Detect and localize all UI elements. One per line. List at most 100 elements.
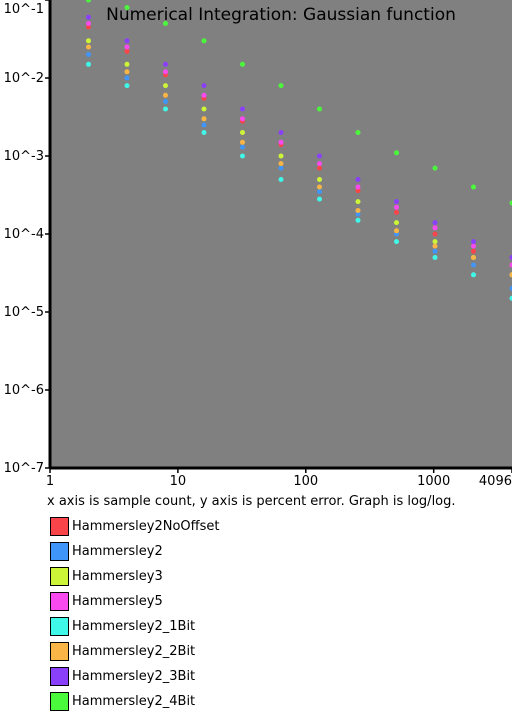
- legend-item: Hammersley2_3Bit: [50, 664, 220, 689]
- data-point: [163, 99, 168, 104]
- data-point: [202, 38, 207, 43]
- chart-caption: x axis is sample count, y axis is percen…: [47, 494, 456, 509]
- data-point: [240, 154, 245, 159]
- y-tick-label: 10^-4: [4, 227, 44, 242]
- data-point: [125, 69, 130, 74]
- data-point: [356, 185, 361, 190]
- data-point: [471, 272, 476, 277]
- data-point: [433, 249, 438, 254]
- data-point: [394, 220, 399, 225]
- data-point: [394, 210, 399, 215]
- data-point: [471, 239, 476, 244]
- x-tick-label: 4096: [479, 474, 512, 489]
- data-point: [394, 228, 399, 233]
- data-point: [86, 38, 91, 43]
- legend-swatch: [50, 517, 69, 536]
- legend-swatch: [50, 592, 69, 611]
- plot-area: [50, 0, 512, 468]
- data-point: [471, 185, 476, 190]
- data-point: [240, 116, 245, 121]
- data-point: [279, 130, 284, 135]
- legend: Hammersley2NoOffset Hammersley2 Hammersley…: [50, 514, 220, 714]
- legend-label: Hammersley2NoOffset: [72, 519, 220, 534]
- legend-label: Hammersley2_2Bit: [72, 644, 195, 659]
- data-point: [202, 93, 207, 98]
- data-point: [202, 130, 207, 135]
- data-point: [433, 232, 438, 237]
- data-point: [394, 239, 399, 244]
- data-point: [202, 83, 207, 88]
- data-point: [125, 45, 130, 50]
- data-point: [433, 255, 438, 260]
- x-tick-label: 100: [293, 474, 318, 489]
- y-tick-label: 10^-6: [4, 383, 44, 398]
- data-point: [394, 150, 399, 155]
- data-point: [86, 62, 91, 67]
- x-tick-label: 10: [170, 474, 187, 489]
- legend-item: Hammersley2_2Bit: [50, 639, 220, 664]
- data-point: [394, 199, 399, 204]
- legend-swatch: [50, 642, 69, 661]
- data-point: [317, 185, 322, 190]
- data-point: [356, 130, 361, 135]
- legend-swatch: [50, 567, 69, 586]
- data-point: [317, 154, 322, 159]
- data-point: [317, 189, 322, 194]
- data-point: [163, 62, 168, 67]
- legend-label: Hammersley2: [72, 544, 163, 559]
- data-point: [317, 161, 322, 166]
- legend-swatch: [50, 667, 69, 686]
- data-point: [317, 197, 322, 202]
- legend-item: Hammersley3: [50, 564, 220, 589]
- data-point: [356, 218, 361, 223]
- data-point: [202, 107, 207, 112]
- legend-item: Hammersley2_4Bit: [50, 689, 220, 714]
- data-point: [163, 93, 168, 98]
- data-point: [86, 15, 91, 20]
- data-point: [471, 244, 476, 249]
- data-point: [317, 177, 322, 182]
- data-point: [433, 220, 438, 225]
- data-point: [86, 52, 91, 57]
- data-point: [279, 154, 284, 159]
- data-point: [125, 49, 130, 54]
- data-point: [163, 83, 168, 88]
- data-point: [317, 166, 322, 171]
- data-point: [240, 107, 245, 112]
- legend-swatch: [50, 692, 69, 711]
- data-point: [356, 208, 361, 213]
- data-point: [163, 69, 168, 74]
- y-tick-label: 10^-2: [4, 71, 44, 86]
- data-point: [471, 249, 476, 254]
- data-point: [317, 107, 322, 112]
- data-point: [394, 205, 399, 210]
- data-point: [433, 166, 438, 171]
- data-point: [163, 107, 168, 112]
- y-tick-label: 10^-3: [4, 149, 44, 164]
- data-point: [279, 161, 284, 166]
- data-point: [202, 116, 207, 121]
- data-point: [240, 140, 245, 145]
- data-point: [125, 83, 130, 88]
- data-point: [125, 76, 130, 81]
- legend-item: Hammersley2NoOffset: [50, 514, 220, 539]
- data-point: [240, 62, 245, 67]
- chart-title: Numerical Integration: Gaussian function: [106, 5, 456, 25]
- data-point: [433, 225, 438, 230]
- y-tick-label: 10^-1: [4, 2, 44, 17]
- data-point: [471, 255, 476, 260]
- legend-label: Hammersley5: [72, 594, 163, 609]
- data-point: [471, 263, 476, 268]
- legend-label: Hammersley3: [72, 569, 163, 584]
- legend-swatch: [50, 542, 69, 561]
- legend-swatch: [50, 617, 69, 636]
- y-tick-label: 10^-7: [4, 461, 44, 476]
- data-point: [356, 199, 361, 204]
- legend-label: Hammersley2_4Bit: [72, 694, 195, 709]
- legend-label: Hammersley2_3Bit: [72, 669, 195, 684]
- y-tick-label: 10^-5: [4, 305, 44, 320]
- legend-label: Hammersley2_1Bit: [72, 619, 195, 634]
- data-point: [279, 177, 284, 182]
- data-point: [433, 239, 438, 244]
